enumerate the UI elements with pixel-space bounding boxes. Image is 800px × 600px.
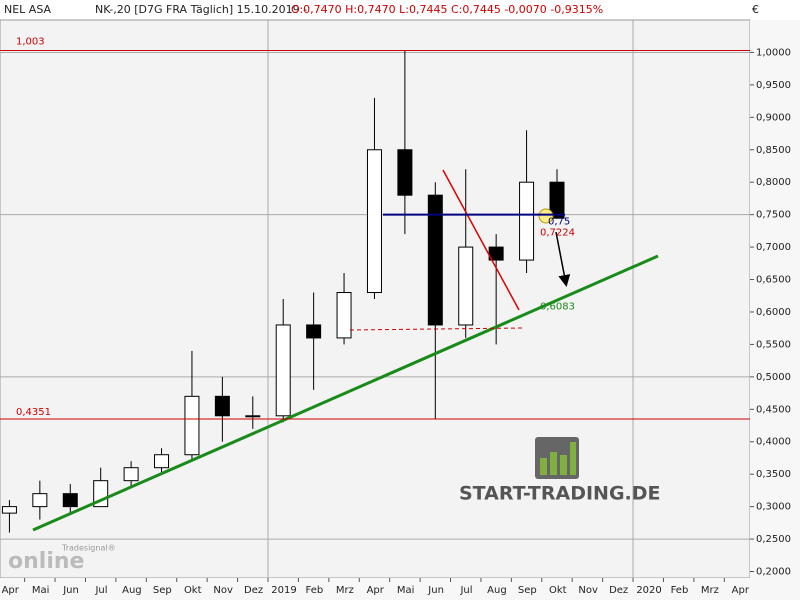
annotation-label: 0,6083	[540, 302, 575, 313]
candle-body	[214, 395, 230, 417]
x-tick-label: Jun	[62, 585, 79, 596]
y-tick-label: 0,2500	[756, 534, 791, 545]
x-axis-area	[0, 578, 800, 600]
x-tick-label: Okt	[184, 585, 202, 596]
candle-body	[549, 181, 565, 219]
level-label: 0,75	[548, 217, 570, 228]
currency: €	[752, 3, 759, 16]
x-tick-label: Dez	[244, 585, 263, 596]
x-tick-label: Aug	[487, 585, 507, 596]
candle-body	[397, 149, 413, 196]
candle-body	[184, 395, 200, 456]
x-tick-label: Mrz	[336, 585, 354, 596]
y-tick-label: 0,4500	[756, 404, 791, 415]
logo-bar	[560, 455, 567, 475]
y-tick-label: 0,3500	[756, 469, 791, 480]
y-tick-label: 0,7500	[756, 210, 791, 221]
y-tick-label: 0,6000	[756, 307, 791, 318]
logo-bar	[570, 442, 576, 475]
y-tick-label: 0,9000	[756, 112, 791, 123]
logo-big: online	[8, 549, 84, 574]
x-tick-label: Mai	[32, 585, 50, 596]
candle-body	[458, 246, 474, 326]
plot-area	[0, 19, 751, 579]
y-tick-label: 0,4000	[756, 437, 791, 448]
x-tick-label: Jul	[94, 585, 107, 596]
level-label: 1,003	[16, 36, 45, 47]
candle-body	[123, 467, 139, 482]
x-tick-label: Feb	[671, 585, 689, 596]
highlight	[538, 208, 554, 224]
logo-bar	[550, 452, 557, 475]
x-tick-label: 2019	[271, 585, 296, 596]
x-tick-label: Dez	[609, 585, 628, 596]
watermark: START-TRADING.DE Tradesignal® online	[8, 437, 661, 574]
x-tick-label: Sep	[153, 585, 172, 596]
x-tick-label: Apr	[367, 585, 385, 596]
x-tick-label: Mai	[397, 585, 415, 596]
candle-body	[32, 493, 48, 508]
y-tick-label: 0,3000	[756, 502, 791, 513]
candle-body	[1, 506, 17, 514]
watermark-brand: START-TRADING.DE	[459, 483, 661, 505]
y-tick-label: 0,2000	[756, 567, 791, 578]
x-tick-label: Nov	[213, 585, 233, 596]
arrow	[555, 231, 571, 287]
level-label: 0,4351	[16, 407, 51, 418]
falling-line	[442, 169, 520, 311]
levels: 1,003 0,4351 0,750,7224 0,6083	[0, 36, 750, 420]
y-tick-label: 0,5000	[756, 372, 791, 383]
header-bar	[0, 0, 800, 20]
header-info: NK-,20 [D7G FRA Täglich] 15.10.2019 -	[95, 3, 307, 16]
logo-small: Tradesignal®	[61, 544, 116, 553]
annotation-label: 0,7224	[540, 228, 575, 239]
x-tick-label: Aug	[122, 585, 142, 596]
y-tick-label: 1,0000	[756, 47, 791, 58]
y-tick-label: 0,9500	[756, 80, 791, 91]
y-tick-label: 0,5500	[756, 339, 791, 350]
x-tick-label: 2020	[636, 585, 661, 596]
candle-body	[306, 324, 322, 339]
trend-line	[32, 254, 659, 532]
candle-body	[366, 149, 382, 294]
x-tick-label: Sep	[518, 585, 537, 596]
x-tick-label: Feb	[306, 585, 324, 596]
candle-body	[154, 454, 170, 469]
candle-body	[245, 415, 261, 418]
y-tick-label: 0,8000	[756, 177, 791, 188]
header-quote: O:0,7470 H:0,7470 L:0,7445 C:0,7445 -0,0…	[291, 3, 603, 16]
symbol: NEL ASA	[4, 3, 52, 16]
x-tick-label: Mrz	[701, 585, 719, 596]
candle-body	[336, 292, 352, 339]
x-tick-label: Jun	[427, 585, 444, 596]
x-tick-label: Okt	[549, 585, 567, 596]
candle-body	[275, 324, 291, 417]
candle-body	[427, 194, 443, 326]
candle-body	[62, 493, 78, 508]
x-tick-label: Apr	[2, 585, 20, 596]
y-tick-label: 0,7000	[756, 242, 791, 253]
candle-body	[519, 181, 535, 261]
support-dashed	[349, 327, 523, 331]
y-tick-label: 0,6500	[756, 275, 791, 286]
x-tick-label: Nov	[578, 585, 598, 596]
logo-bar	[540, 458, 547, 475]
x-tick-label: Jul	[459, 585, 472, 596]
y-axis-area	[750, 20, 800, 578]
y-tick-label: 0,8500	[756, 145, 791, 156]
x-tick-label: Apr	[732, 585, 750, 596]
